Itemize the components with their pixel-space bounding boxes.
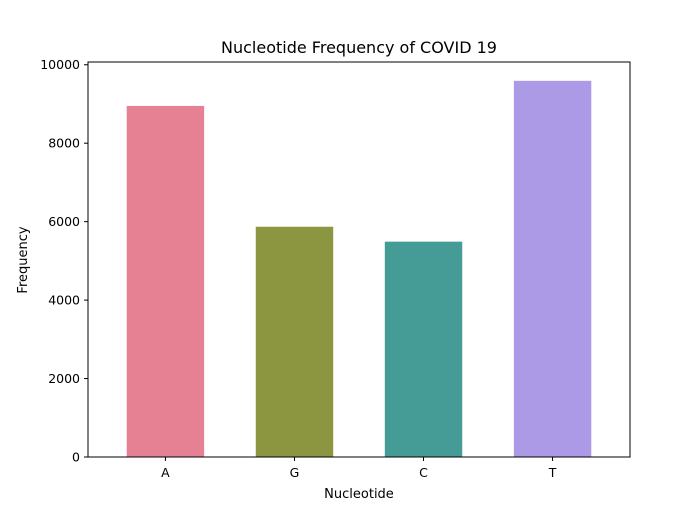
bar-g	[255, 226, 334, 457]
bar-c	[384, 241, 463, 457]
bar-a	[126, 105, 205, 458]
y-tick-label: 10000	[40, 57, 80, 72]
bars-layer	[126, 80, 592, 458]
y-tick-label: 8000	[48, 136, 80, 151]
y-axis: 0 2000 4000 6000 8000 10000	[40, 57, 88, 465]
x-tick-label: C	[419, 465, 428, 480]
y-tick-label: 6000	[48, 214, 80, 229]
y-axis-label: Frequency	[16, 226, 31, 293]
x-tick-label: T	[548, 465, 557, 480]
y-tick-label: 4000	[48, 293, 80, 308]
plot-frame	[87, 61, 631, 458]
chart-title: Nucleotide Frequency of COVID 19	[221, 38, 497, 57]
x-axis-label: Nucleotide	[324, 487, 394, 502]
y-tick-label: 2000	[48, 371, 80, 386]
bar-t	[513, 80, 592, 458]
x-tick-label: G	[290, 465, 300, 480]
x-tick-label: A	[161, 465, 170, 480]
y-tick-label: 0	[72, 450, 80, 465]
